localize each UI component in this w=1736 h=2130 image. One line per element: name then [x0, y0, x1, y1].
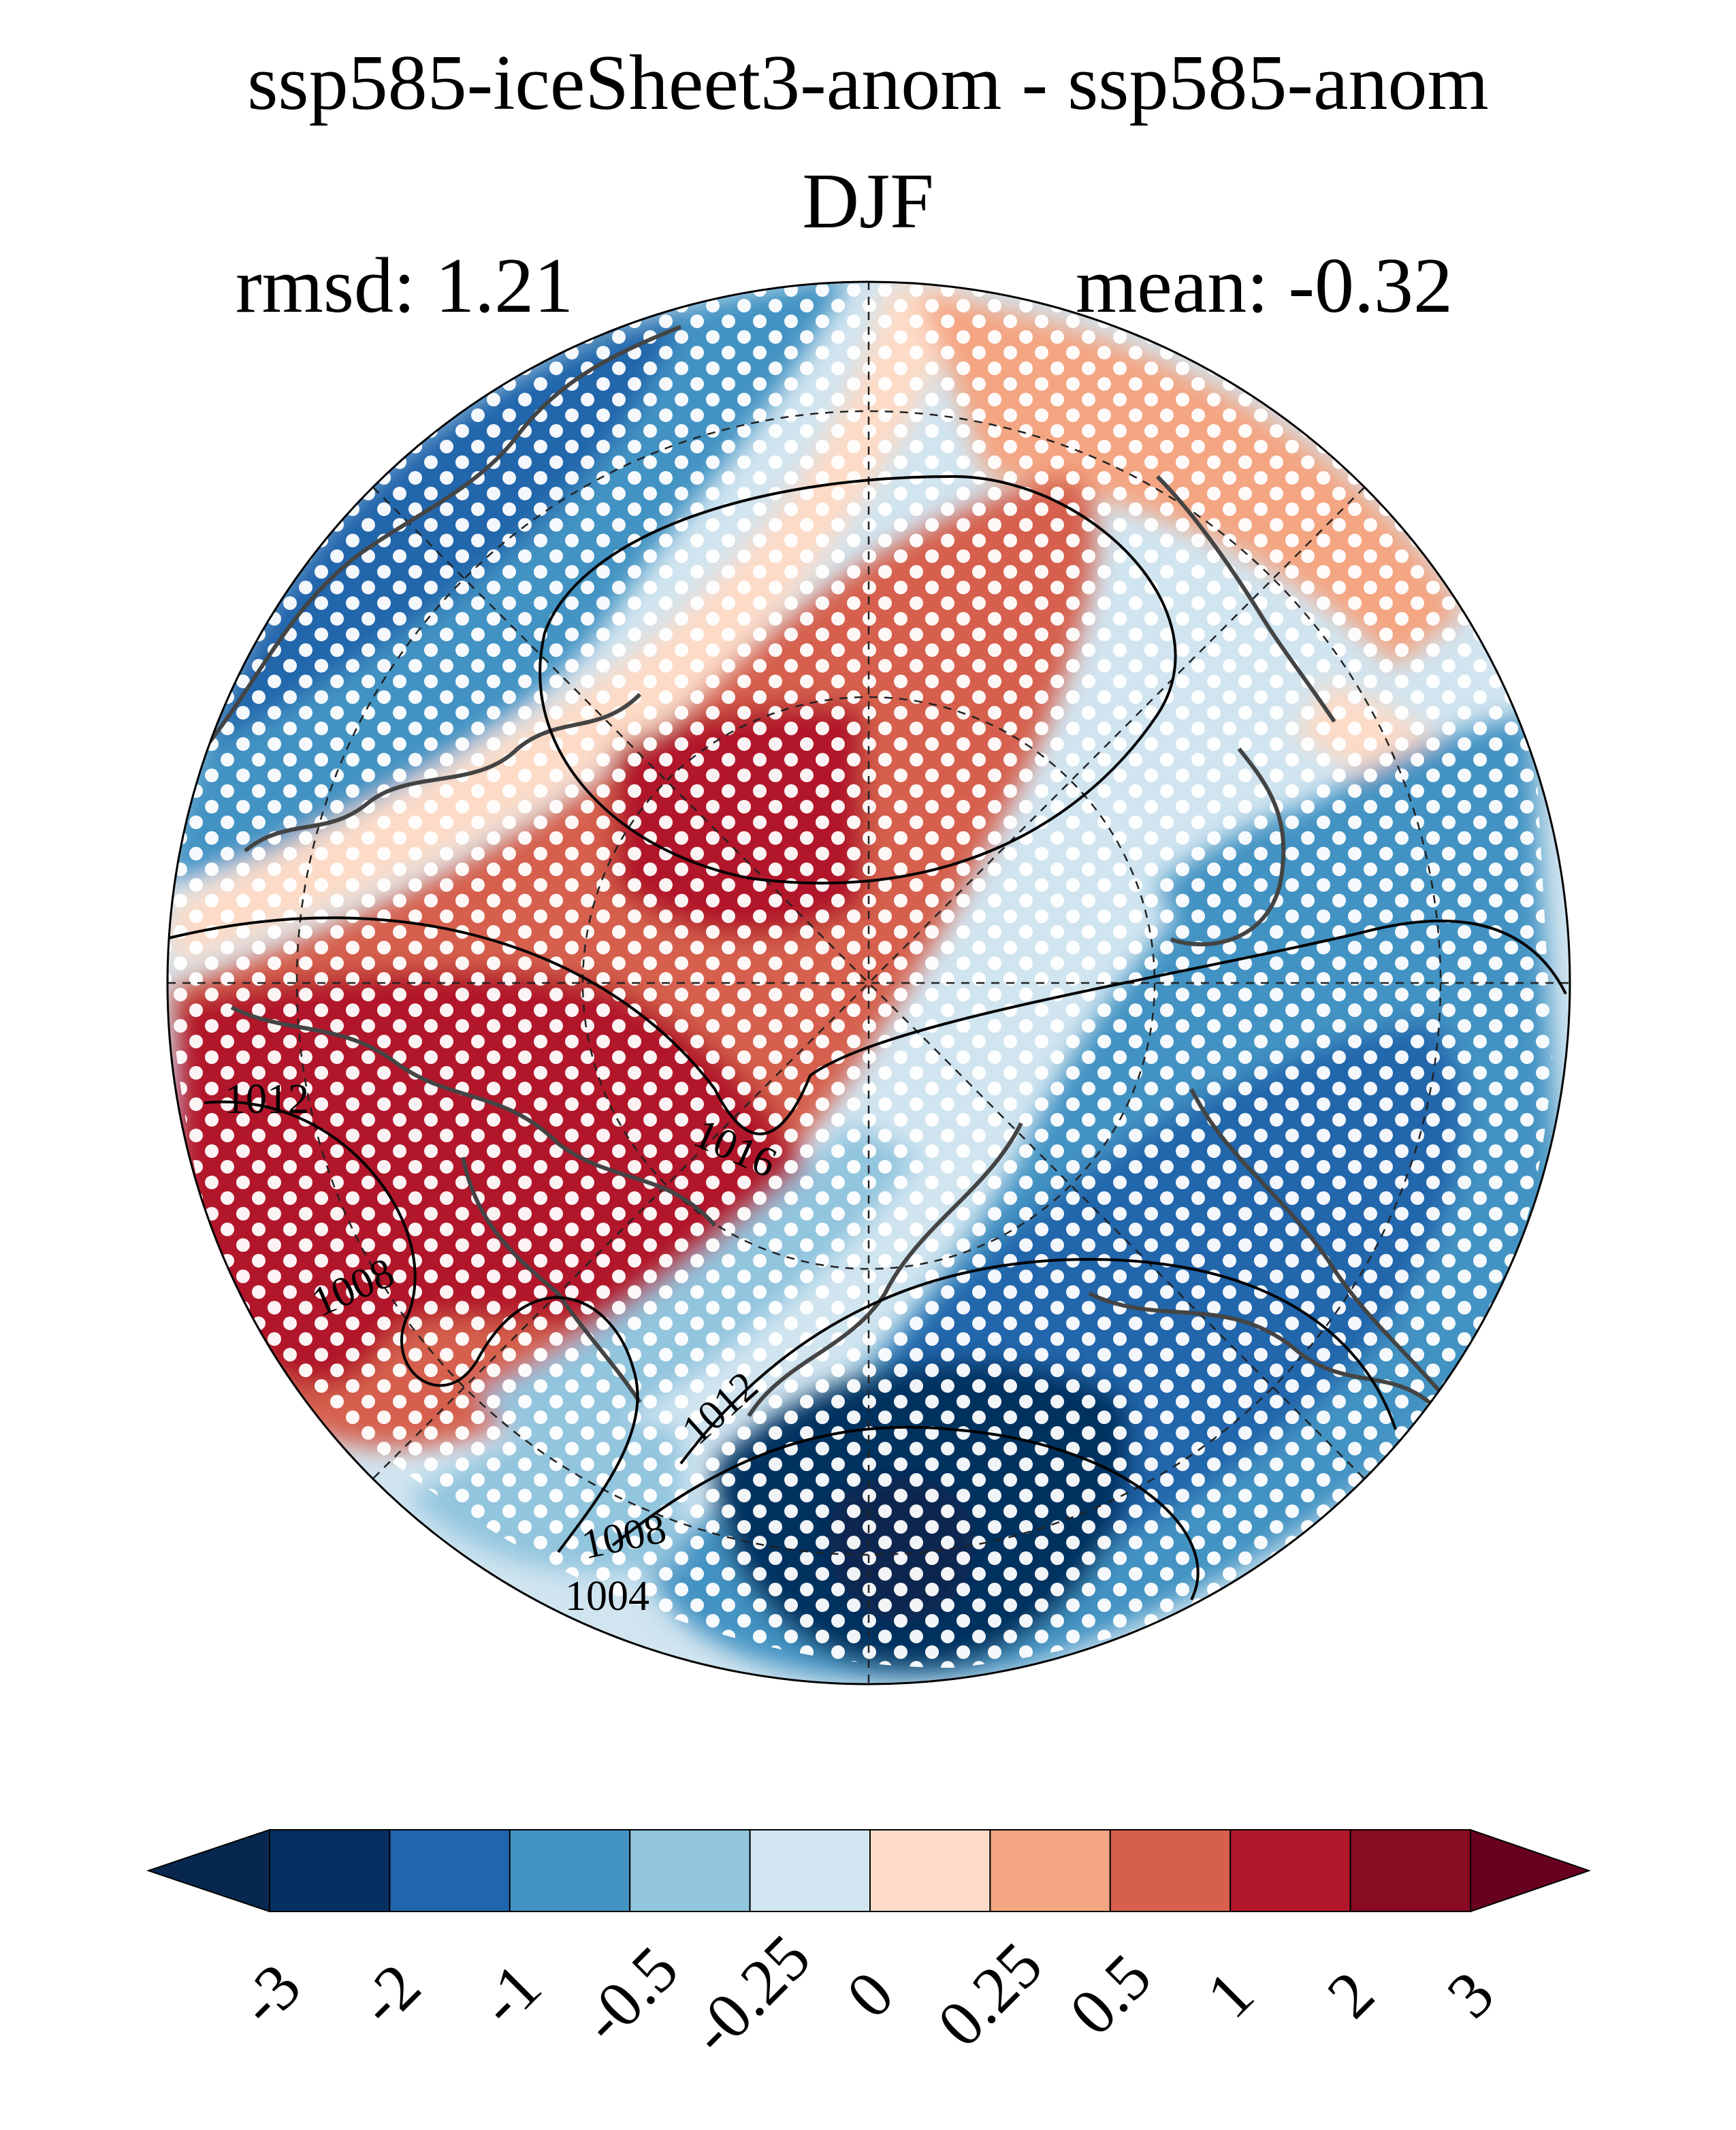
colorbar-swatch [1349, 1829, 1471, 1912]
colorbar-extend-max [1470, 1828, 1592, 1913]
colorbar-swatch [389, 1829, 511, 1912]
coastlines [202, 325, 1445, 1417]
colorbar-swatch [869, 1829, 991, 1912]
colorbar-swatch [629, 1829, 751, 1912]
colorbar-swatch [749, 1829, 871, 1912]
colorbar-extend-min [146, 1828, 270, 1913]
significance-stippling [167, 284, 1552, 1668]
graticule [167, 282, 1570, 1684]
map-field [167, 282, 1570, 1684]
contour-label: 1004 [565, 1573, 649, 1619]
rmsd-label: rmsd: 1.21 [236, 242, 574, 329]
contour-label: 1012 [225, 1076, 309, 1123]
map-title: ssp585-iceSheet3-anom - ssp585-anom [247, 39, 1489, 127]
pressure-contours [167, 474, 1567, 1600]
mean-label: mean: -0.32 [1076, 242, 1453, 329]
colorbar-swatch [1229, 1829, 1351, 1912]
map-subtitle-season: DJF [802, 158, 934, 245]
colorbar-swatch [269, 1829, 391, 1912]
colorbar-swatch [989, 1829, 1111, 1912]
colorbar-swatch [509, 1829, 631, 1912]
map-boundary [166, 280, 1571, 1685]
colorbar-swatch [1109, 1829, 1232, 1912]
